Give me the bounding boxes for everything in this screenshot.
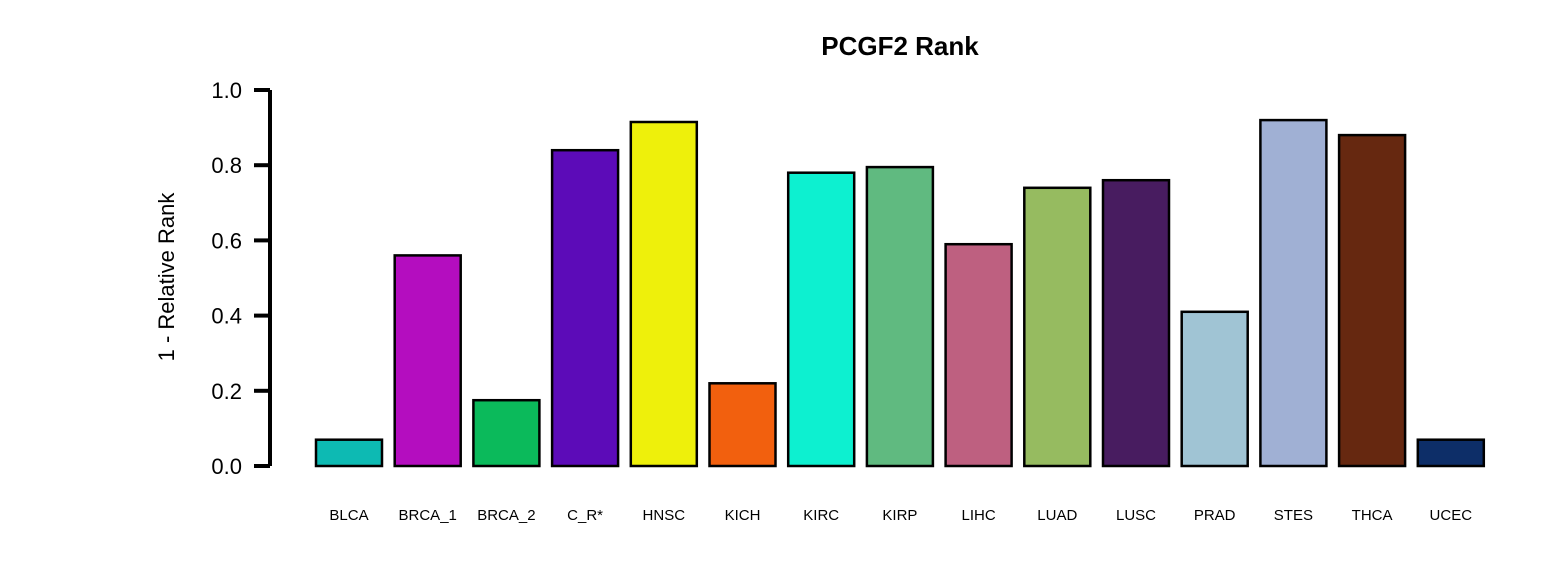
y-tick-label: 0.6 — [211, 228, 242, 253]
y-tick-label: 0.8 — [211, 153, 242, 178]
x-tick-label: HNSC — [643, 507, 686, 524]
y-tick-label: 0.0 — [211, 454, 242, 479]
x-tick-label: KICH — [725, 507, 761, 524]
x-tick-label: KIRP — [882, 507, 917, 524]
bar-lusc — [1101, 178, 1171, 468]
x-tick-label: LIHC — [962, 507, 996, 524]
bar-lihc — [944, 242, 1013, 468]
x-tick-label: LUAD — [1037, 507, 1077, 524]
bar-kich — [708, 382, 777, 468]
x-tick-label: UCEC — [1430, 507, 1473, 524]
y-tick-label: 0.2 — [211, 379, 242, 404]
x-tick-label: KIRC — [803, 507, 839, 524]
bar-kirp — [865, 165, 935, 468]
bar-blca — [314, 438, 384, 468]
bars-group — [314, 118, 1486, 468]
bar-ucec — [1416, 438, 1486, 468]
bar-hnsc — [629, 120, 699, 468]
y-tick-label: 0.4 — [211, 304, 242, 329]
y-axis-label: 1 - Relative Rank — [154, 192, 179, 362]
x-tick-label: C_R* — [567, 507, 603, 524]
x-tick-label: BRCA_1 — [399, 507, 457, 524]
chart-title: PCGF2 Rank — [821, 31, 979, 61]
bar-c-r — [550, 148, 620, 468]
bar-luad — [1023, 186, 1092, 468]
x-tick-label: LUSC — [1116, 507, 1156, 524]
y-tick-label: 1.0 — [211, 78, 242, 103]
bar-brca-1 — [393, 254, 462, 468]
bar-prad — [1180, 310, 1249, 468]
x-tick-labels: BLCA BRCA_1 BRCA_2 C_R* HNSC KICH KIRC KIRP LIHC… — [329, 507, 1472, 524]
x-tick-label: PRAD — [1194, 507, 1236, 524]
x-tick-label: STES — [1274, 507, 1313, 524]
bar-kirc — [786, 171, 856, 468]
y-axis: 0.0 0.2 0.4 0.6 0.8 1.0 — [211, 78, 272, 479]
bar-brca-2 — [472, 398, 541, 468]
x-tick-label: BRCA_2 — [477, 507, 535, 524]
x-tick-label: BLCA — [329, 507, 368, 524]
bar-thca — [1337, 133, 1407, 468]
bar-stes — [1259, 118, 1328, 468]
x-tick-label: THCA — [1352, 507, 1393, 524]
